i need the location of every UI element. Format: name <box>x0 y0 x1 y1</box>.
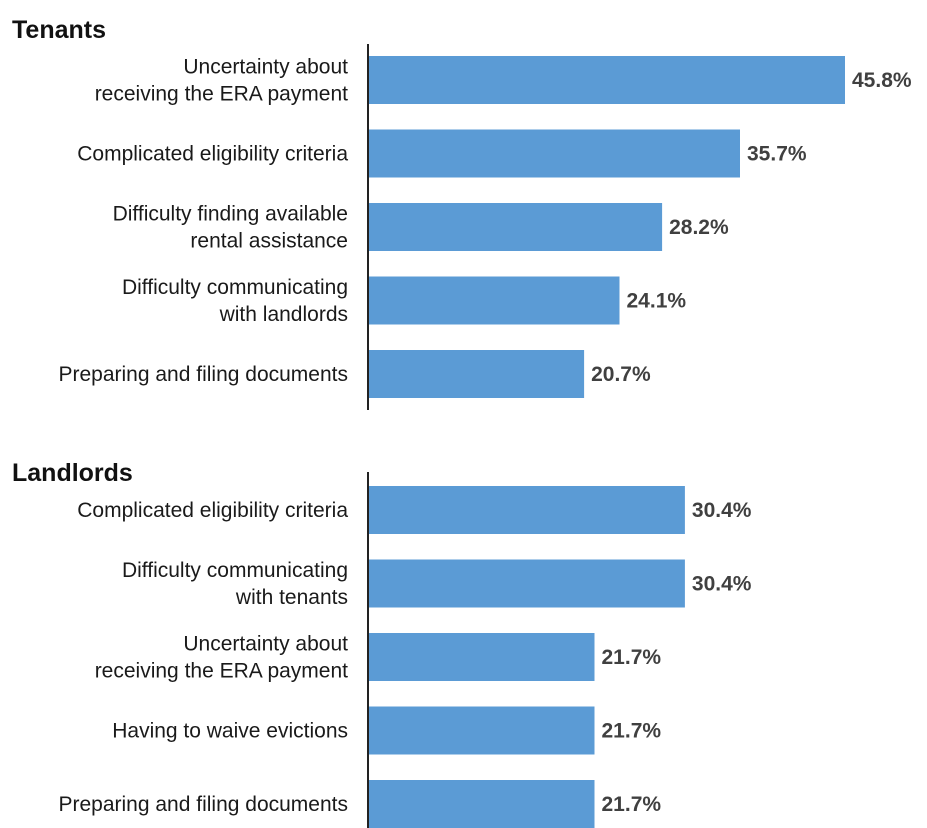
tenants-bar-4 <box>369 276 620 325</box>
tenants-category-label-1-line-2: receiving the ERA payment <box>95 83 348 106</box>
landlords-bar-4 <box>369 706 595 755</box>
tenants-value-label-4: 24.1% <box>627 290 687 313</box>
tenants-value-label-5: 20.7% <box>591 363 651 386</box>
tenants-category-label-1-line-1: Uncertainty about <box>183 56 348 79</box>
tenants-category-label-3-line-1: Difficulty finding available <box>113 203 348 226</box>
landlords-category-label-2-line-1: Difficulty communicating <box>122 559 348 582</box>
tenants-bar-3 <box>369 203 663 251</box>
landlords-bars: 30.4% Complicated eligibility criteria 30.… <box>58 486 752 828</box>
tenants-category-label-4: Difficulty communicating with landlords <box>122 276 348 326</box>
tenants-category-label-3-line-2: rental assistance <box>190 230 348 253</box>
tenants-category-label-2-line-1: Complicated eligibility criteria <box>77 143 348 166</box>
landlords-value-label-4: 21.7% <box>602 720 662 743</box>
landlords-category-label-3: Uncertainty about receiving the ERA payme… <box>95 633 348 683</box>
tenants-category-label-3: Difficulty finding available rental assis… <box>113 203 348 253</box>
tenants-category-label-5: Preparing and filing documents <box>58 363 348 386</box>
tenants-category-label-4-line-1: Difficulty communicating <box>122 276 348 299</box>
landlords-category-label-3-line-1: Uncertainty about <box>183 633 348 656</box>
landlords-bar-1 <box>369 486 685 534</box>
panel-title-landlords: Landlords <box>12 459 133 487</box>
landlords-bar-5 <box>369 780 595 828</box>
tenants-bar-5 <box>369 350 585 398</box>
landlords-category-label-2-line-2: with tenants <box>235 586 348 609</box>
landlords-bar-2 <box>369 559 685 608</box>
landlords-category-label-4-line-1: Having to waive evictions <box>112 720 348 743</box>
landlords-category-label-4: Having to waive evictions <box>112 720 348 743</box>
tenants-category-label-1: Uncertainty about receiving the ERA payme… <box>95 56 348 106</box>
tenants-category-label-2: Complicated eligibility criteria <box>77 143 348 166</box>
landlords-category-label-2: Difficulty communicating with tenants <box>122 559 348 609</box>
tenants-category-label-4-line-2: with landlords <box>219 303 348 326</box>
landlords-value-label-3: 21.7% <box>602 646 662 669</box>
panel-title-tenants: Tenants <box>12 16 106 44</box>
landlords-category-label-5-line-1: Preparing and filing documents <box>58 793 348 816</box>
landlords-panel: Landlords 30.4% Complicated eligibility c… <box>12 459 752 828</box>
tenants-value-label-3: 28.2% <box>669 216 729 239</box>
landlords-value-label-1: 30.4% <box>692 499 752 522</box>
landlords-bar-3 <box>369 633 595 681</box>
tenants-bars: 45.8% Uncertainty about receiving the ERA … <box>58 56 912 398</box>
tenants-panel: Tenants 45.8% Uncertainty about receiving … <box>12 16 912 410</box>
tenants-bar-2 <box>369 129 740 178</box>
landlords-value-label-2: 30.4% <box>692 573 752 596</box>
tenants-value-label-1: 45.8% <box>852 69 912 92</box>
tenants-bar-1 <box>369 56 845 104</box>
landlords-category-label-1-line-1: Complicated eligibility criteria <box>77 499 348 522</box>
tenants-category-label-5-line-1: Preparing and filing documents <box>58 363 348 386</box>
landlords-category-label-1: Complicated eligibility criteria <box>77 499 348 522</box>
landlords-category-label-5: Preparing and filing documents <box>58 793 348 816</box>
landlords-category-label-3-line-2: receiving the ERA payment <box>95 660 348 683</box>
tenants-value-label-2: 35.7% <box>747 143 807 166</box>
landlords-value-label-5: 21.7% <box>602 793 662 816</box>
